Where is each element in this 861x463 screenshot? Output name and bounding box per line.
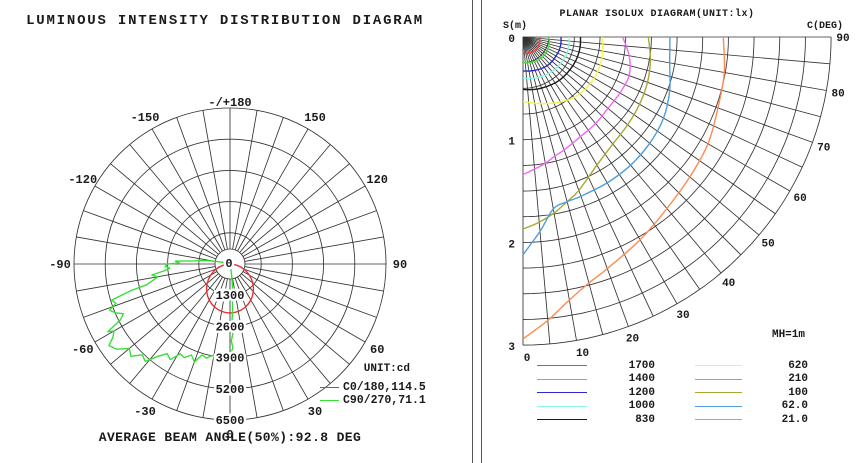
legend-entry-label: C90/270,71.1 (343, 393, 426, 407)
legend-value: 1700 (628, 359, 655, 372)
s-tick-0: 0 (508, 34, 515, 46)
isolux-curve-830 (522, 36, 582, 91)
legend-entry-c90: C90/270,71.1 (320, 393, 426, 407)
mounting-height-label: MH=1m (771, 329, 805, 341)
legend-value: 830 (635, 413, 655, 426)
legend-value: 210 (788, 373, 808, 386)
angle-label--60: -60 (72, 343, 94, 357)
c-tick-10: 10 (576, 348, 589, 360)
isolux-fan-chart: 0 10 20 30 40 50 60 70 80 90 0 1 2 3 (508, 33, 849, 365)
isolux-curve-1700 (522, 36, 541, 55)
isolux-curve-1000 (522, 36, 570, 80)
isolux-curve-21.0 (522, 36, 726, 340)
c-tick-90: 90 (836, 33, 849, 45)
c-tick-70: 70 (817, 142, 830, 154)
legend-value: 62.0 (781, 400, 808, 413)
legend-value: 100 (788, 386, 808, 399)
isolux-curve-1400 (522, 36, 550, 64)
legend-entry-label: C0/180,114.5 (343, 380, 426, 394)
angle-label-60: 60 (370, 343, 384, 357)
c-tick-30: 30 (676, 310, 689, 322)
angle-label--/+180: -/+180 (208, 96, 251, 110)
legend-swatch-62 (695, 405, 742, 407)
c-tick-60: 60 (794, 193, 807, 205)
c-tick-50: 50 (762, 239, 775, 251)
intensity-curve-C0 (205, 263, 255, 314)
isolux-curve-1200 (522, 36, 562, 72)
isolux-curve-62.0 (522, 36, 671, 256)
legend-swatch-100 (695, 392, 742, 394)
angle-label--120: -120 (68, 173, 97, 187)
left-chart-title: LUMINOUS INTENSITY DISTRIBUTION DIAGRAM (26, 13, 424, 29)
ring-label-0: 0 (225, 257, 232, 271)
legend-swatch-830 (537, 419, 587, 421)
isolux-grid (522, 36, 832, 346)
legend-swatch-620 (695, 365, 742, 367)
legend-swatch-21 (695, 419, 742, 421)
angle-label--90: -90 (49, 258, 71, 272)
unit-label: UNIT:cd (363, 363, 410, 375)
legend-value: 21.0 (781, 413, 808, 426)
c0-line-swatch (320, 386, 339, 388)
ring-label-6500: 6500 (216, 414, 245, 428)
legend-swatch-1200 (537, 392, 587, 394)
intensity-curve-C90 (107, 259, 235, 363)
legend-value: 1200 (628, 386, 655, 399)
c-tick-20: 20 (626, 334, 639, 346)
s-axis-label: S(m) (503, 21, 528, 32)
c-axis-label: C(DEG) (806, 21, 843, 32)
c-tick-0: 0 (524, 353, 531, 365)
isolux-legend: 1700 620 1400 210 1200 100 1000 62.0 830… (537, 359, 808, 427)
intensity-polar-chart: 0 1300 2600 3900 5200 6500 -/+180 -150 150 -120 12… (49, 96, 407, 442)
ring-label-2600: 2600 (216, 320, 245, 334)
average-beam-angle-text: AVERAGE BEAM ANGLE(50%):92.8 DEG (98, 430, 362, 445)
c90-line-swatch (320, 399, 339, 401)
c-tick-40: 40 (722, 278, 735, 290)
polar-grid (73, 107, 387, 421)
legend-swatch-1000 (537, 405, 587, 407)
right-chart-title: PLANAR ISOLUX DIAGRAM(UNIT:lx) (559, 9, 755, 20)
legend-value: 1400 (628, 373, 655, 386)
s-tick-1: 1 (508, 137, 515, 149)
angle-label--30: -30 (134, 405, 156, 419)
angle-label-150: 150 (304, 111, 326, 125)
ring-label-3900: 3900 (216, 352, 245, 366)
legend-swatch-210 (695, 378, 742, 380)
c-tick-80: 80 (832, 89, 845, 101)
isolux-curve-210 (522, 36, 631, 176)
angle-label--150: -150 (131, 111, 160, 125)
isolux-curve-100 (522, 36, 652, 230)
ring-label-1300: 1300 (216, 289, 245, 303)
angle-label-0: 0 (226, 428, 233, 442)
legend-entry-c0: C0/180,114.5 (320, 380, 426, 394)
legend-value: 620 (788, 359, 808, 372)
angle-label-120: 120 (366, 173, 388, 187)
legend-swatch-1700 (537, 365, 587, 367)
angle-label-90: 90 (393, 258, 407, 272)
panel-divider (472, 0, 482, 463)
angle-label-30: 30 (308, 405, 322, 419)
legend-swatch-1400 (537, 378, 587, 380)
ring-label-5200: 5200 (216, 383, 245, 397)
isolux-curve-620 (522, 36, 604, 105)
s-tick-3: 3 (508, 342, 515, 354)
s-tick-2: 2 (508, 239, 515, 251)
legend-value: 1000 (628, 400, 655, 413)
